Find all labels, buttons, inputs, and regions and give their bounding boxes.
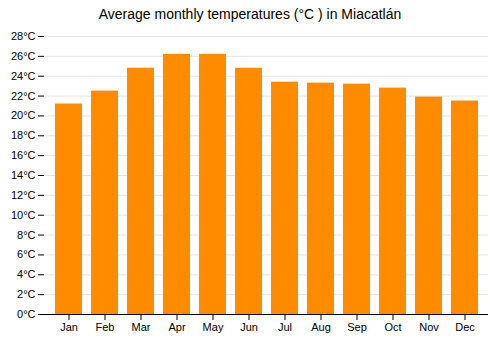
svg-text:0°C: 0°C xyxy=(17,308,36,320)
svg-text:20°C: 20°C xyxy=(11,109,36,121)
svg-text:22°C: 22°C xyxy=(11,90,36,102)
svg-text:14°C: 14°C xyxy=(11,169,36,181)
svg-text:Apr: Apr xyxy=(168,321,185,333)
svg-text:Jun: Jun xyxy=(240,321,258,333)
svg-text:Mar: Mar xyxy=(132,321,151,333)
svg-text:8°C: 8°C xyxy=(17,229,36,241)
svg-text:Aug: Aug xyxy=(311,321,331,333)
svg-text:16°C: 16°C xyxy=(11,149,36,161)
svg-text:12°C: 12°C xyxy=(11,189,36,201)
svg-text:Jan: Jan xyxy=(60,321,78,333)
svg-text:18°C: 18°C xyxy=(11,129,36,141)
svg-text:Sep: Sep xyxy=(347,321,367,333)
svg-text:Nov: Nov xyxy=(419,321,439,333)
html-text:Average monthly temperatures (: Average monthly temperatures (°C ) in Mi… xyxy=(98,6,402,22)
svg-text:Oct: Oct xyxy=(384,321,401,333)
svg-text:2°C: 2°C xyxy=(17,288,36,300)
svg-text:Jul: Jul xyxy=(278,321,292,333)
svg-text:26°C: 26°C xyxy=(11,50,36,62)
svg-text:10°C: 10°C xyxy=(11,209,36,221)
svg-text:6°C: 6°C xyxy=(17,248,36,260)
svg-text:24°C: 24°C xyxy=(11,70,36,82)
svg-text:Feb: Feb xyxy=(96,321,115,333)
svg-text:4°C: 4°C xyxy=(17,268,36,280)
svg-text:May: May xyxy=(203,321,224,333)
svg-text:Dec: Dec xyxy=(455,321,475,333)
svg-text:28°C: 28°C xyxy=(11,30,36,42)
